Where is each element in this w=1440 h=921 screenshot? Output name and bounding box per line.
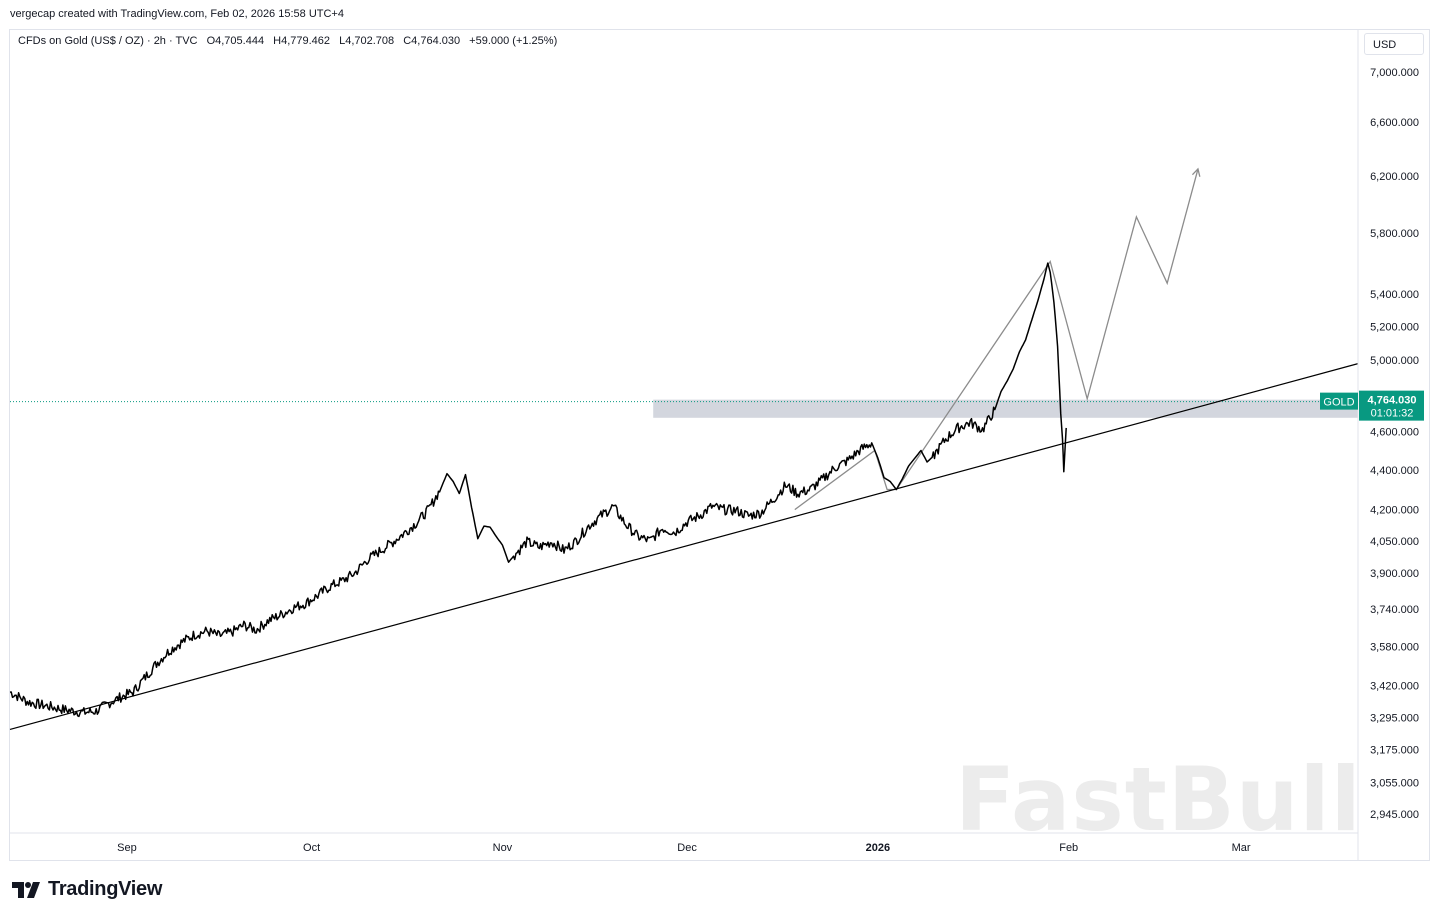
time-tick-label: Feb (1059, 842, 1078, 854)
legend-open: O4,705.444 (206, 35, 265, 47)
projection-arrowhead (1191, 167, 1201, 177)
price-tick-label: 2,945.000 (1370, 809, 1419, 821)
symbol-legend[interactable]: CFDs on Gold (US$ / OZ) · 2h · TVC O4,70… (18, 35, 563, 47)
legend-close: C4,764.030 (403, 35, 461, 47)
price-tick-label: 4,600.000 (1370, 427, 1419, 439)
projection-path (794, 168, 1199, 511)
price-tick-label: 5,800.000 (1370, 228, 1419, 240)
time-tick-label: Oct (303, 842, 320, 854)
price-series-line (9, 262, 1067, 718)
price-tick-label: 6,600.000 (1370, 117, 1419, 129)
brand-name: TradingView (48, 878, 163, 900)
price-tick-label: 3,420.000 (1370, 681, 1419, 693)
price-tick-label: 5,200.000 (1370, 322, 1419, 334)
time-tick-label: Nov (493, 842, 513, 854)
currency-unit-button[interactable]: USD (1364, 33, 1424, 55)
price-tick-label: 4,050.000 (1370, 536, 1419, 548)
price-tick-label: 5,400.000 (1370, 289, 1419, 301)
price-tick-label: 3,580.000 (1370, 642, 1419, 654)
chart-frame (9, 29, 1430, 861)
last-price-value: 4,764.030 (1368, 395, 1417, 407)
attribution-text: vergecap created with TradingView.com, F… (10, 8, 344, 20)
tradingview-logo-icon (12, 881, 40, 898)
price-tick-label: 7,000.000 (1370, 67, 1419, 79)
price-tick-label: 5,000.000 (1370, 355, 1419, 367)
time-tick-label: 2026 (866, 842, 890, 854)
time-tick-label: Sep (117, 842, 137, 854)
legend-high: H4,779.462 (273, 35, 331, 47)
price-tick-label: 3,740.000 (1370, 604, 1419, 616)
price-tick-label: 3,175.000 (1370, 744, 1419, 756)
tradingview-brand[interactable]: TradingView (12, 878, 162, 901)
symbol-tag: GOLD (1320, 392, 1358, 410)
support-zone (653, 399, 1358, 418)
price-tick-label: 4,400.000 (1370, 465, 1419, 477)
price-tick-label: 3,900.000 (1370, 568, 1419, 580)
symbol-tag-box (1320, 392, 1358, 410)
time-tick-label: Dec (677, 842, 697, 854)
price-tick-label: 3,055.000 (1370, 777, 1419, 789)
support-trendline (9, 363, 1359, 730)
symbol-tag-label: GOLD (1323, 397, 1354, 409)
last-price-box (1359, 390, 1424, 421)
price-tick-label: 4,200.000 (1370, 505, 1419, 517)
price-axis[interactable]: 2,945.000 3,055.000 3,175.000 3,295.000 3,42… (1370, 67, 1419, 821)
legend-low: L4,702.708 (339, 35, 395, 47)
time-tick-label: Mar (1232, 842, 1251, 854)
time-axis[interactable]: Sep Oct Nov Dec 2026 Feb Mar (117, 842, 1251, 854)
fastbull-watermark: FastBull (955, 748, 1362, 851)
bar-countdown: 01:01:32 (1371, 408, 1414, 420)
price-tick-label: 3,295.000 (1370, 713, 1419, 725)
legend-symbol: CFDs on Gold (US$ / OZ) · 2h · TVC (18, 35, 198, 47)
legend-change: +59.000 (+1.25%) (469, 35, 558, 47)
price-tick-label: 6,200.000 (1370, 171, 1419, 183)
last-price-label: 4,764.030 01:01:32 (1359, 390, 1424, 421)
